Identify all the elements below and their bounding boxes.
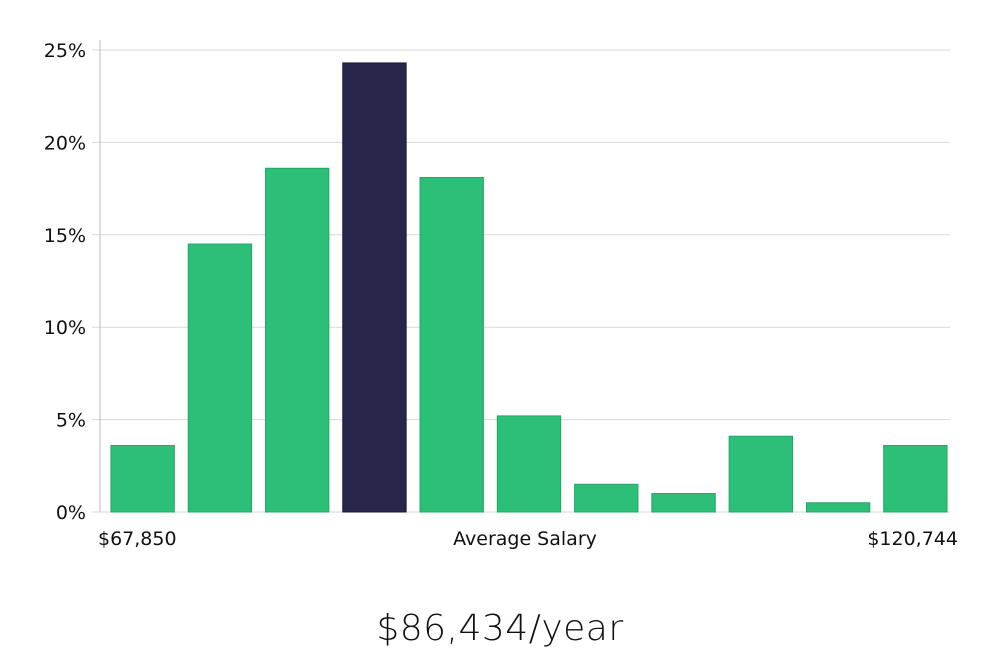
histogram-bar — [883, 444, 948, 513]
x-axis-title: Average Salary — [453, 528, 597, 550]
histogram-bar-highlighted — [342, 62, 407, 513]
histogram-bar — [805, 502, 871, 513]
histogram-bar — [651, 493, 716, 513]
y-tick-label: 0% — [56, 502, 86, 524]
salary-histogram: 0% 5% 10% 15% 20% 25% — [44, 40, 950, 524]
y-tick-label: 5% — [56, 410, 86, 432]
y-tick-label: 25% — [44, 40, 86, 62]
histogram-bar — [496, 415, 562, 513]
y-tick-label: 15% — [44, 225, 86, 247]
histogram-bar — [110, 444, 175, 513]
y-tick-label: 20% — [44, 132, 86, 154]
histogram-bar — [419, 177, 484, 513]
histogram-bar — [265, 167, 330, 513]
average-salary-value: $86,434/year — [376, 608, 624, 649]
histogram-bar — [728, 435, 793, 513]
histogram-svg: 0% 5% 10% 15% 20% 25% — [44, 40, 950, 524]
x-axis-min-label: $67,850 — [98, 528, 177, 550]
histogram-bar — [187, 243, 253, 513]
histogram-bar — [574, 483, 639, 513]
x-axis-max-label: $120,744 — [867, 528, 958, 550]
y-tick-label: 10% — [44, 317, 86, 339]
